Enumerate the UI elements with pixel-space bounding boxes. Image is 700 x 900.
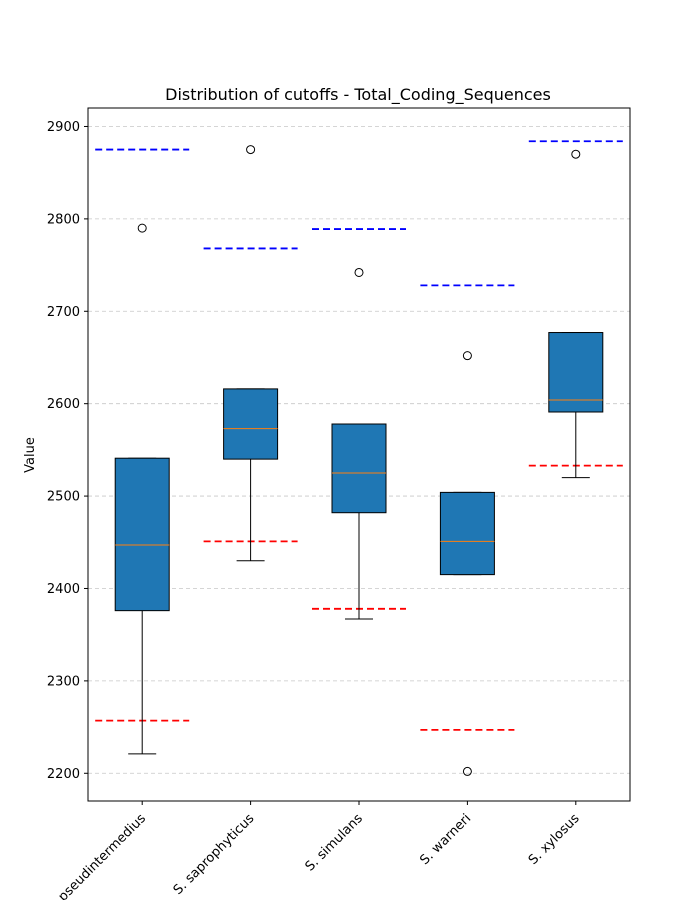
box-iqr [223, 388, 279, 460]
y-tick-label: 2600 [47, 397, 80, 412]
box-iqr [331, 423, 387, 514]
outlier-point [462, 351, 472, 361]
outlier-point [246, 145, 256, 155]
x-tick-label: S. saprophyticus [171, 811, 258, 898]
x-tick-label: S. pseudintermedius [44, 811, 149, 900]
box-iqr [439, 491, 495, 576]
y-tick-label: 2400 [47, 582, 80, 597]
y-tick-label: 2500 [47, 490, 80, 505]
x-tick-label: S. xylosus [526, 811, 583, 868]
y-tick-label: 2800 [47, 212, 80, 227]
box-iqr [548, 332, 604, 413]
boxes [114, 145, 604, 776]
box-iqr [114, 457, 170, 612]
y-axis-label: Value [23, 437, 38, 473]
y-tick-label: 2700 [47, 305, 80, 320]
y-tick-label: 2900 [47, 120, 80, 135]
x-tick-label: S. simulans [303, 811, 366, 874]
grid-lines [88, 126, 630, 774]
y-axis-ticks: 2200 2300 2400 2500 2600 2700 2800 2900 [47, 120, 88, 782]
chart-title: Distribution of cutoffs - Total_Coding_S… [165, 85, 551, 105]
outlier-point [354, 267, 364, 277]
y-tick-label: 2200 [47, 767, 80, 782]
outlier-point [462, 766, 472, 776]
plot-frame [87, 107, 631, 802]
x-axis-ticks: S. pseudintermedius S. saprophyticus S. si… [44, 801, 583, 900]
outlier-point [571, 149, 581, 159]
y-tick-label: 2300 [47, 674, 80, 689]
x-tick-label: S. warneri [417, 811, 474, 868]
outlier-point [137, 223, 147, 233]
